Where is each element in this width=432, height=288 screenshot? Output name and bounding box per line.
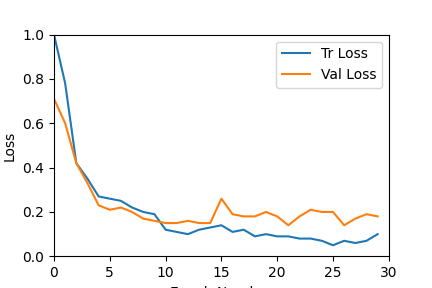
Val Loss bbox=[353, 217, 358, 220]
Tr Loss bbox=[241, 228, 246, 232]
Val Loss bbox=[275, 215, 280, 218]
Tr Loss bbox=[308, 237, 313, 240]
Tr Loss bbox=[297, 237, 302, 240]
Tr Loss bbox=[174, 230, 179, 234]
Val Loss bbox=[185, 219, 191, 223]
X-axis label: Epoch Number: Epoch Number bbox=[170, 286, 273, 288]
Tr Loss bbox=[364, 239, 369, 242]
Tr Loss bbox=[342, 239, 347, 242]
Val Loss bbox=[230, 213, 235, 216]
Tr Loss bbox=[319, 239, 324, 242]
Val Loss bbox=[319, 210, 324, 214]
Val Loss bbox=[252, 215, 257, 218]
Tr Loss bbox=[275, 235, 280, 238]
Legend: Tr Loss, Val Loss: Tr Loss, Val Loss bbox=[276, 41, 382, 88]
Val Loss bbox=[208, 221, 213, 225]
Val Loss bbox=[130, 210, 135, 214]
Val Loss bbox=[174, 221, 179, 225]
Val Loss bbox=[219, 197, 224, 200]
Tr Loss bbox=[185, 232, 191, 236]
Tr Loss bbox=[63, 82, 68, 85]
Tr Loss bbox=[330, 244, 336, 247]
Val Loss bbox=[85, 181, 90, 185]
Tr Loss bbox=[130, 206, 135, 209]
Tr Loss bbox=[252, 235, 257, 238]
Tr Loss bbox=[152, 213, 157, 216]
Val Loss bbox=[342, 223, 347, 227]
Tr Loss bbox=[163, 228, 168, 232]
Val Loss bbox=[163, 221, 168, 225]
Val Loss bbox=[364, 213, 369, 216]
Tr Loss bbox=[219, 223, 224, 227]
Val Loss bbox=[297, 215, 302, 218]
Val Loss bbox=[51, 97, 57, 101]
Val Loss bbox=[141, 217, 146, 220]
Val Loss bbox=[118, 206, 124, 209]
Tr Loss bbox=[286, 235, 291, 238]
Tr Loss bbox=[375, 232, 380, 236]
Tr Loss bbox=[118, 199, 124, 203]
Line: Val Loss: Val Loss bbox=[54, 99, 378, 225]
Val Loss bbox=[286, 223, 291, 227]
Tr Loss bbox=[230, 230, 235, 234]
Line: Tr Loss: Tr Loss bbox=[54, 35, 378, 245]
Val Loss bbox=[308, 208, 313, 211]
Val Loss bbox=[96, 204, 101, 207]
Tr Loss bbox=[197, 228, 202, 232]
Val Loss bbox=[152, 219, 157, 223]
Val Loss bbox=[63, 122, 68, 125]
Val Loss bbox=[197, 221, 202, 225]
Val Loss bbox=[107, 208, 112, 211]
Val Loss bbox=[241, 215, 246, 218]
Tr Loss bbox=[107, 197, 112, 200]
Tr Loss bbox=[208, 226, 213, 229]
Val Loss bbox=[74, 162, 79, 165]
Tr Loss bbox=[85, 177, 90, 180]
Val Loss bbox=[330, 210, 336, 214]
Tr Loss bbox=[141, 210, 146, 214]
Tr Loss bbox=[353, 241, 358, 245]
Tr Loss bbox=[74, 162, 79, 165]
Val Loss bbox=[264, 210, 269, 214]
Tr Loss bbox=[96, 195, 101, 198]
Tr Loss bbox=[264, 232, 269, 236]
Y-axis label: Loss: Loss bbox=[3, 130, 17, 161]
Val Loss bbox=[375, 215, 380, 218]
Tr Loss bbox=[51, 33, 57, 36]
